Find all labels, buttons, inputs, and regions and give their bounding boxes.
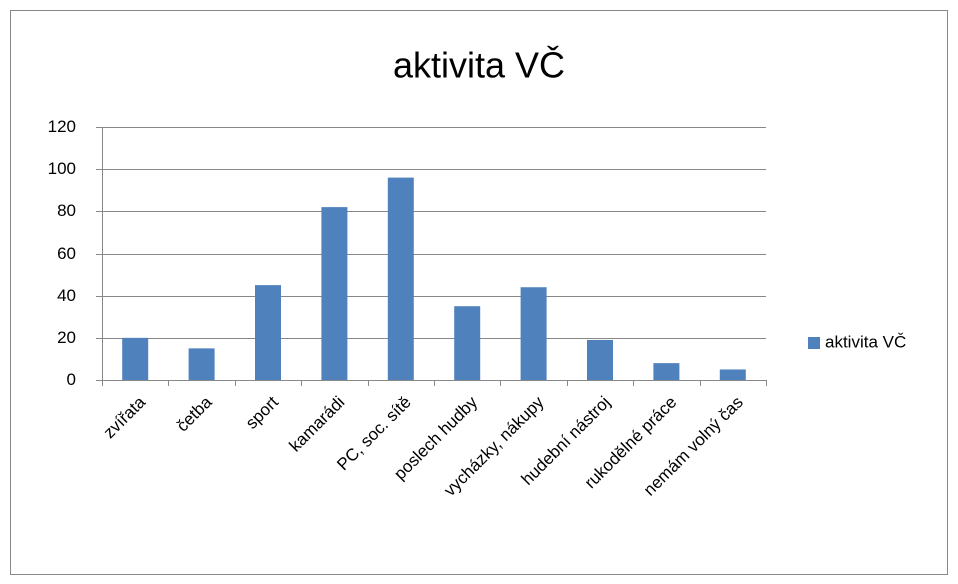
bar — [520, 287, 547, 380]
bar — [188, 348, 215, 380]
bar — [653, 363, 680, 380]
y-tick-label: 60 — [57, 244, 76, 263]
y-tick-label: 80 — [57, 201, 76, 220]
y-tick-label: 20 — [57, 328, 76, 347]
bar — [122, 337, 149, 380]
bar — [387, 177, 414, 380]
bar — [719, 369, 746, 380]
bar — [321, 207, 348, 380]
chart-title: aktivita VČ — [393, 45, 565, 86]
bar — [454, 306, 481, 380]
y-tick-label: 0 — [67, 370, 76, 389]
y-tick-label: 120 — [48, 117, 76, 136]
y-tick-label: 40 — [57, 286, 76, 305]
y-tick-label: 100 — [48, 159, 76, 178]
bar — [255, 285, 281, 380]
legend-label: aktivita VČ — [825, 332, 906, 351]
legend-swatch — [808, 337, 820, 349]
bar — [587, 339, 613, 380]
chart-border — [10, 10, 948, 575]
